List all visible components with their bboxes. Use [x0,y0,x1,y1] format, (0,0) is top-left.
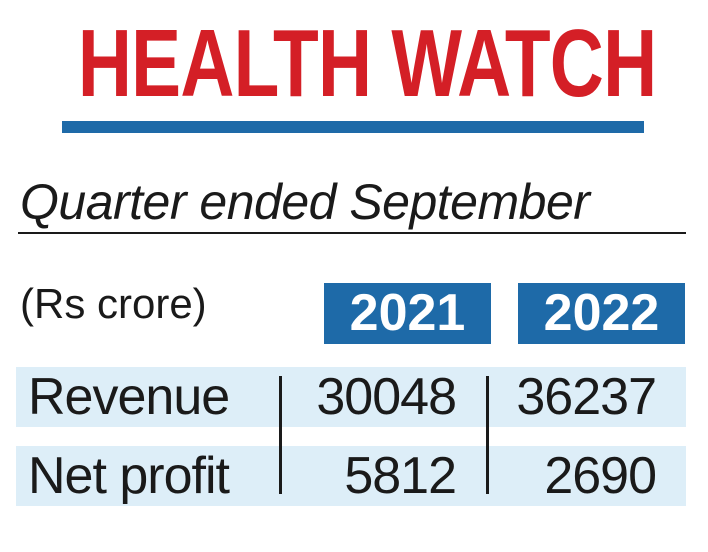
revenue-2022-value: 36237 [516,368,657,426]
table-row-net-profit [16,446,686,506]
row-label-net-profit: Net profit [28,447,230,505]
unit-label: (Rs crore) [20,280,207,327]
column-divider-2 [486,376,489,494]
chart-subtitle: Quarter ended September [20,174,590,230]
revenue-2021-value: 30048 [316,368,457,426]
column-header-2021: 2021 [324,283,491,344]
column-header-2022: 2022 [518,283,685,344]
title-underline [62,121,644,133]
net-profit-2022-value: 2690 [544,447,657,505]
subtitle-underline [18,232,686,234]
net-profit-2021-value: 5812 [344,447,457,505]
chart-title: HEALTH WATCH [77,10,657,117]
column-divider-1 [279,376,282,494]
row-label-revenue: Revenue [28,368,230,426]
table-row-revenue [16,367,686,427]
